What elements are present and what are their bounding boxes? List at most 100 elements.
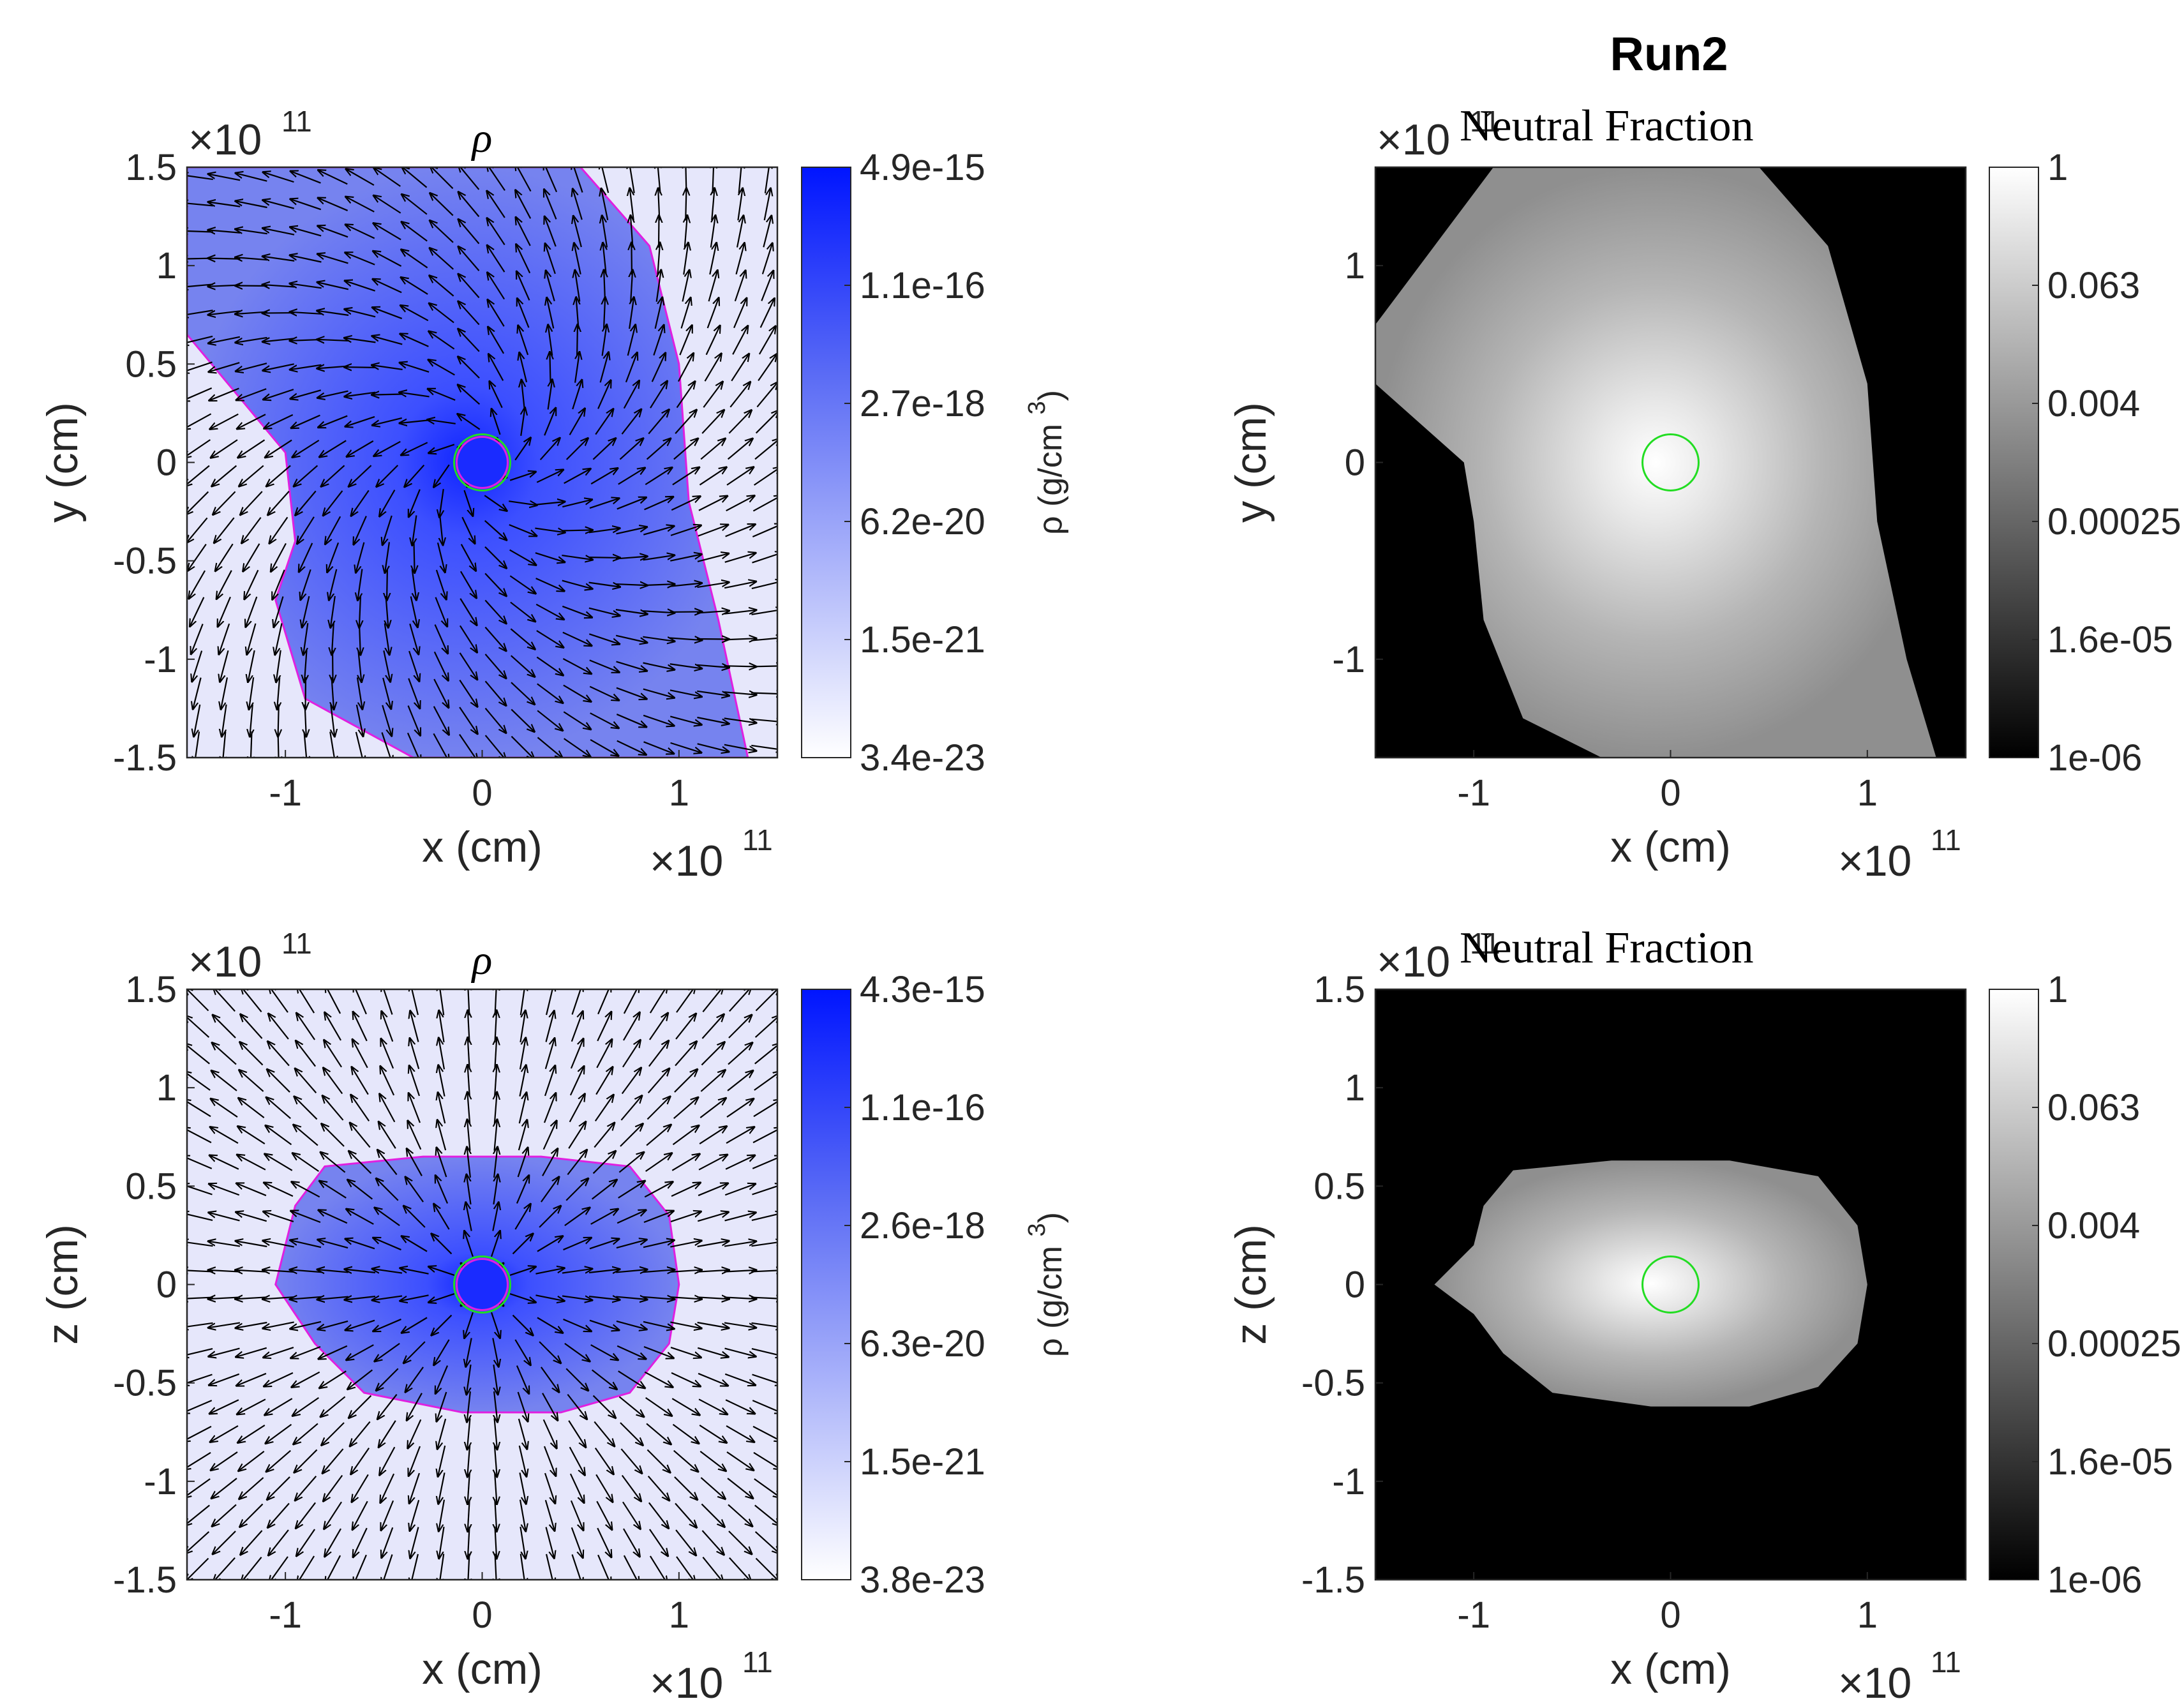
velocity-arrow (347, 1369, 373, 1389)
y-tick-label: 0 (156, 442, 177, 484)
velocity-arrow (295, 1476, 317, 1501)
velocity-arrow (241, 1014, 263, 1039)
panel-p1: -1 0 1 1.5 1 0.5 0 -0.5 -1 -1.5 x (cm) y (cm) ×10 11 ×… (38, 105, 1069, 885)
velocity-arrow (435, 1175, 449, 1204)
velocity-arrow (512, 1234, 534, 1255)
velocity-arrow (577, 324, 578, 356)
velocity-arrow (724, 1297, 756, 1299)
velocity-arrow (618, 1370, 645, 1388)
velocity-arrow (702, 989, 723, 1012)
velocity-arrow (495, 1037, 497, 1070)
x-exponent: ×10 (650, 837, 723, 885)
velocity-arrow (437, 1120, 447, 1151)
y-tick-label: -1.5 (113, 737, 177, 779)
velocity-arrow (643, 741, 674, 754)
velocity-arrow (265, 1154, 293, 1171)
velocity-arrow (729, 382, 750, 408)
velocity-arrow (669, 611, 702, 612)
velocity-arrow (373, 1238, 401, 1251)
heatmap-region (1375, 167, 1936, 758)
velocity-arrow (484, 680, 506, 705)
panel-p3: -1 0 1 1.5 1 0.5 0 -0.5 -1 -1.5 x (cm) z (cm) ×10 11 ×… (38, 927, 1069, 1707)
velocity-arrow (192, 650, 203, 682)
velocity-arrow (264, 1372, 294, 1386)
velocity-arrow (616, 661, 647, 671)
velocity-arrow (319, 1181, 347, 1199)
velocity-arrow (495, 1120, 497, 1151)
velocity-arrow (544, 216, 557, 247)
velocity-arrow (267, 490, 290, 515)
velocity-arrow (509, 472, 535, 481)
velocity-arrow (671, 497, 700, 511)
velocity-arrow (431, 1314, 453, 1336)
velocity-arrow (546, 1554, 554, 1580)
velocity-arrow (562, 631, 592, 646)
velocity-arrow (378, 1121, 396, 1149)
velocity-arrow (697, 690, 729, 696)
velocity-arrow (266, 465, 291, 486)
colorbar-gradient (801, 167, 851, 758)
plot-area (1375, 167, 1966, 758)
velocity-arrow (386, 596, 389, 628)
velocity-arrow (296, 1013, 315, 1040)
velocity-arrow (214, 517, 235, 543)
velocity-arrow (728, 1504, 752, 1526)
velocity-arrow (646, 438, 671, 460)
velocity-arrow (516, 244, 531, 274)
velocity-arrow (484, 707, 506, 733)
velocity-arrow (732, 326, 748, 355)
velocity-arrow (592, 1395, 616, 1418)
velocity-arrow (318, 1320, 348, 1330)
y-tick-label: -1 (1332, 639, 1365, 680)
velocity-arrow (319, 1370, 347, 1388)
velocity-arrow (588, 1296, 620, 1300)
velocity-arrow (704, 354, 722, 382)
velocity-arrow (728, 1531, 752, 1554)
velocity-arrow (458, 329, 480, 352)
velocity-arrow (751, 1322, 777, 1328)
velocity-arrow (510, 628, 535, 649)
colorbar-tick-label: 3.8e-23 (860, 1559, 985, 1601)
velocity-arrow (434, 624, 448, 654)
velocity-arrow (430, 276, 454, 297)
velocity-arrow (460, 571, 477, 598)
velocity-arrow (569, 1446, 585, 1475)
velocity-arrow (588, 581, 620, 587)
velocity-arrow (373, 251, 402, 267)
velocity-arrow (209, 1213, 240, 1222)
velocity-arrow (318, 1210, 348, 1224)
velocity-arrow (511, 682, 535, 704)
velocity-arrow (290, 255, 322, 263)
velocity-arrow (752, 1400, 777, 1413)
velocity-arrow (459, 707, 477, 734)
velocity-arrow (438, 1065, 445, 1097)
planet-circle (453, 1255, 511, 1314)
velocity-arrow (345, 393, 376, 397)
plot-area (1375, 989, 1966, 1580)
velocity-arrow (697, 1241, 729, 1248)
velocity-arrow (187, 465, 210, 486)
velocity-arrow (697, 582, 729, 588)
velocity-arrow (429, 331, 455, 350)
velocity-arrow (382, 1527, 394, 1557)
velocity-arrow (571, 1527, 583, 1557)
velocity-arrow (484, 495, 507, 511)
velocity-arrow (401, 1317, 428, 1333)
velocity-arrow (620, 1448, 641, 1473)
velocity-arrow (410, 596, 418, 627)
velocity-arrow (735, 243, 744, 275)
velocity-arrow (509, 501, 537, 505)
velocity-arrow (622, 1501, 640, 1529)
velocity-arrow (322, 1448, 344, 1473)
velocity-arrow (521, 380, 525, 410)
velocity-arrow (539, 1206, 561, 1228)
y-tick-label: 1.5 (125, 147, 177, 188)
velocity-arrow (672, 467, 699, 486)
velocity-arrow (761, 271, 774, 301)
colorbar-tick-label: 1.6e-05 (2047, 1441, 2173, 1483)
velocity-arrow (675, 1042, 697, 1067)
velocity-arrow (675, 410, 696, 435)
velocity-arrow (727, 1478, 753, 1499)
velocity-arrow (408, 489, 421, 517)
